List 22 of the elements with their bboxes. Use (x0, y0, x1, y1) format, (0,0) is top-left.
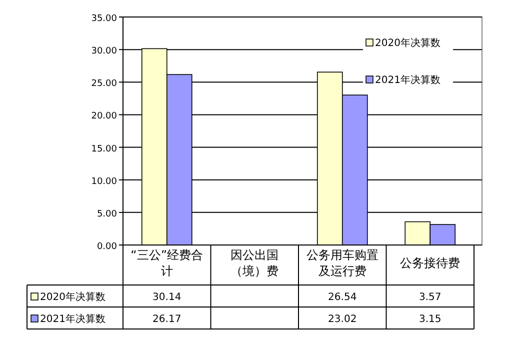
legend-label: 2021年决算数 (375, 74, 440, 86)
y-tick-label: 35.00 (91, 14, 118, 24)
y-tick-label: 30.00 (91, 46, 118, 57)
y-tick-label: 15.00 (91, 144, 118, 154)
y-tick-label: 5.00 (96, 209, 118, 220)
data-label: 3.57 (418, 292, 442, 303)
x-tick-label: “三公”经费合计 (130, 248, 204, 278)
x-tick-label: 因公出国（境）费 (230, 248, 279, 278)
y-tick-label: 20.00 (91, 112, 118, 122)
data-label: 23.02 (328, 314, 357, 325)
text: 2020年决算数 (40, 292, 106, 303)
y-tick-label: 0.00 (96, 242, 118, 252)
data-label: 26.54 (328, 292, 357, 303)
x-tick-label: 公务用车购置及运行费 (306, 248, 378, 278)
y-tick-label: 10.00 (91, 176, 118, 187)
data-label: 26.17 (152, 314, 182, 325)
x-tick-label: 公务接待费 (400, 256, 460, 270)
y-tick-label: 25.00 (91, 79, 118, 90)
text: 2021年决算数 (40, 314, 106, 325)
data-label: 30.14 (152, 292, 182, 303)
legend-label: 2020年决算数 (375, 37, 440, 49)
data-label: 3.15 (418, 314, 442, 325)
